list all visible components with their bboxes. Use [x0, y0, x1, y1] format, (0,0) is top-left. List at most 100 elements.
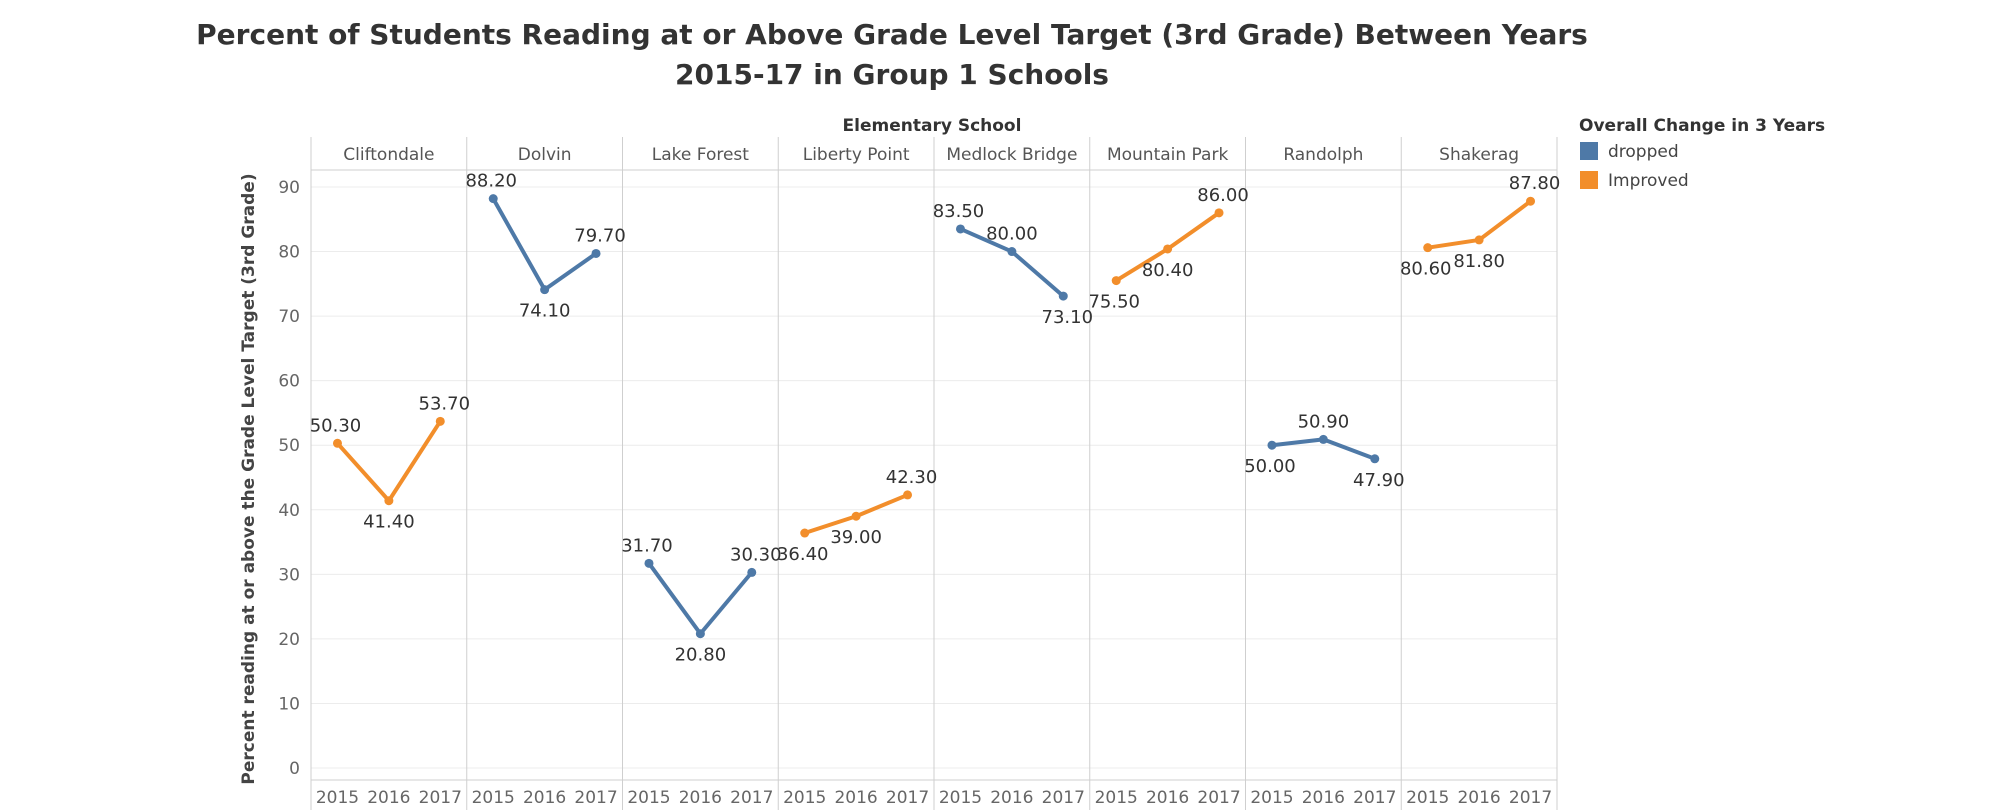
panel-dolvin: Dolvin 2015 2016 2017 88.20 74.10 79.70	[465, 137, 626, 810]
data-label: 41.40	[363, 512, 415, 533]
legend: dropped Improved	[1580, 142, 1689, 191]
x-tick-label: 2015	[627, 788, 670, 808]
x-tick-label: 2016	[1146, 788, 1189, 808]
y-tick-label: 90	[278, 178, 300, 198]
data-label: 80.60	[1400, 259, 1452, 280]
data-point	[903, 490, 913, 500]
data-point	[747, 567, 757, 577]
y-axis-label: Percent reading at or above the Grade Le…	[239, 173, 259, 784]
x-tick-label: 2015	[1095, 788, 1138, 808]
data-label: 53.70	[419, 393, 471, 414]
data-label: 30.30	[730, 544, 782, 565]
data-point	[695, 629, 705, 639]
x-tick-label: 2016	[1302, 788, 1345, 808]
data-point	[644, 558, 654, 568]
legend-entry: Improved	[1608, 171, 1689, 191]
school-header: Medlock Bridge	[946, 145, 1077, 165]
data-label: 75.50	[1088, 292, 1140, 313]
data-point	[540, 285, 550, 295]
column-header: Elementary School	[843, 116, 1022, 136]
data-label: 86.00	[1197, 185, 1249, 206]
data-point	[1267, 440, 1277, 450]
school-header: Liberty Point	[803, 145, 910, 165]
school-header: Shakerag	[1439, 145, 1519, 165]
data-label: 87.80	[1509, 173, 1561, 194]
data-label: 80.40	[1142, 260, 1194, 281]
x-tick-label: 2016	[679, 788, 722, 808]
data-label: 50.00	[1244, 456, 1296, 477]
x-tick-label: 2017	[1509, 788, 1552, 808]
data-label: 42.30	[886, 467, 938, 488]
x-tick-label: 2017	[574, 788, 617, 808]
y-tick-label: 70	[278, 307, 300, 327]
school-header: Dolvin	[518, 145, 572, 165]
school-header: Mountain Park	[1107, 145, 1228, 165]
x-tick-label: 2017	[730, 788, 773, 808]
data-label: 88.20	[465, 171, 517, 192]
school-header: Randolph	[1283, 145, 1363, 165]
data-point	[1474, 235, 1484, 245]
x-tick-label: 2017	[1042, 788, 1085, 808]
data-point	[1423, 243, 1433, 253]
data-label: 50.30	[310, 415, 362, 436]
data-point	[1111, 276, 1121, 286]
school-header: Lake Forest	[652, 145, 749, 165]
panel-lake-forest: Lake Forest 2015 2016 2017 31.70 20.80 30.30	[621, 137, 782, 810]
data-point	[1214, 208, 1224, 218]
data-point	[332, 438, 342, 448]
x-tick-label: 2017	[1353, 788, 1396, 808]
data-label: 39.00	[830, 527, 882, 548]
data-point	[1058, 291, 1068, 301]
legend-entry: dropped	[1608, 142, 1679, 162]
x-tick-label: 2016	[834, 788, 877, 808]
data-point	[1163, 244, 1173, 254]
data-point	[1526, 196, 1536, 206]
school-header: Cliftondale	[343, 145, 434, 165]
y-tick-label: 80	[278, 243, 300, 263]
y-tick-label: 20	[278, 630, 300, 650]
data-point	[591, 248, 601, 258]
data-point	[1007, 247, 1017, 257]
y-tick-label: 10	[278, 694, 300, 714]
data-label: 79.70	[574, 225, 626, 246]
data-point	[1318, 434, 1328, 444]
data-label: 36.40	[777, 544, 829, 565]
chart-title: Percent of Students Reading at or Above …	[196, 18, 1588, 51]
data-label: 50.90	[1298, 411, 1350, 432]
y-tick-label: 50	[278, 436, 300, 456]
data-point	[800, 528, 810, 538]
x-tick-label: 2017	[1197, 788, 1240, 808]
x-tick-label: 2016	[1457, 788, 1500, 808]
data-label: 73.10	[1042, 307, 1094, 328]
x-tick-label: 2016	[367, 788, 410, 808]
data-point	[435, 416, 445, 426]
legend-swatch	[1580, 142, 1598, 160]
x-tick-label: 2015	[783, 788, 826, 808]
x-tick-label: 2015	[1406, 788, 1449, 808]
y-tick-label: 0	[289, 759, 300, 779]
x-tick-label: 2015	[1250, 788, 1293, 808]
data-point	[488, 194, 498, 204]
axes: 0 10 20 30 40 50 60 70 80 90	[278, 137, 1557, 810]
chart-subtitle: 2015-17 in Group 1 Schools	[675, 58, 1109, 91]
x-tick-label: 2017	[419, 788, 462, 808]
data-label: 47.90	[1353, 470, 1405, 491]
panel-shakerag: Shakerag 2015 2016 2017 80.60 81.80 87.80	[1400, 137, 1560, 810]
data-point	[955, 224, 965, 234]
data-label: 81.80	[1453, 251, 1505, 272]
data-label: 31.70	[621, 535, 673, 556]
legend-title: Overall Change in 3 Years	[1579, 116, 1825, 136]
x-tick-label: 2015	[939, 788, 982, 808]
data-point	[851, 511, 861, 521]
y-tick-label: 30	[278, 565, 300, 585]
panels: Cliftondale 2015 2016 2017 50.30 41.40 53.70 Do…	[310, 137, 1560, 810]
data-label: 80.00	[986, 224, 1038, 245]
x-tick-label: 2016	[523, 788, 566, 808]
legend-swatch	[1580, 171, 1598, 189]
x-tick-label: 2016	[990, 788, 1033, 808]
x-tick-label: 2015	[472, 788, 515, 808]
